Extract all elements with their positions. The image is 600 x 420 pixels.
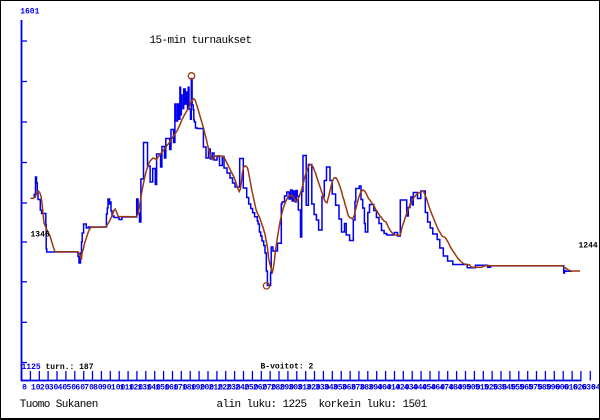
svg-text:590: 590 xyxy=(546,383,561,392)
svg-text:150: 150 xyxy=(155,383,170,392)
svg-text:580: 580 xyxy=(537,383,552,392)
svg-text:460: 460 xyxy=(431,383,446,392)
svg-text:130: 130 xyxy=(138,383,153,392)
svg-text:640: 640 xyxy=(591,383,600,392)
svg-text:600: 600 xyxy=(555,383,570,392)
svg-text:350: 350 xyxy=(333,383,348,392)
svg-text:280: 280 xyxy=(271,383,286,392)
svg-text:100: 100 xyxy=(111,383,126,392)
svg-text:60: 60 xyxy=(75,383,85,392)
svg-text:300: 300 xyxy=(289,383,304,392)
svg-text:10: 10 xyxy=(31,383,41,392)
svg-text:210: 210 xyxy=(209,383,224,392)
svg-text:140: 140 xyxy=(146,383,161,392)
svg-text:310: 310 xyxy=(297,383,312,392)
svg-text:1125: 1125 xyxy=(22,363,41,372)
svg-text:450: 450 xyxy=(422,383,437,392)
svg-text:30: 30 xyxy=(49,383,59,392)
svg-text:410: 410 xyxy=(386,383,401,392)
svg-text:320: 320 xyxy=(306,383,321,392)
svg-text:400: 400 xyxy=(377,383,392,392)
svg-text:0: 0 xyxy=(22,383,27,392)
svg-text:610: 610 xyxy=(564,383,579,392)
svg-text:340: 340 xyxy=(324,383,339,392)
svg-text:alin luku: 1225 korkein luku:: alin luku: 1225 korkein luku: 1501 xyxy=(217,399,428,411)
svg-text:240: 240 xyxy=(235,383,250,392)
svg-text:390: 390 xyxy=(368,383,383,392)
svg-text:230: 230 xyxy=(226,383,241,392)
svg-text:80: 80 xyxy=(93,383,103,392)
svg-text:190: 190 xyxy=(191,383,206,392)
svg-text:180: 180 xyxy=(182,383,197,392)
svg-text:250: 250 xyxy=(244,383,259,392)
svg-text:110: 110 xyxy=(120,383,135,392)
svg-text:520: 520 xyxy=(484,383,499,392)
svg-text:20: 20 xyxy=(40,383,50,392)
svg-text:220: 220 xyxy=(218,383,233,392)
svg-text:260: 260 xyxy=(253,383,268,392)
svg-text:480: 480 xyxy=(448,383,463,392)
svg-text:70: 70 xyxy=(84,383,94,392)
svg-text:90: 90 xyxy=(102,383,112,392)
svg-text:470: 470 xyxy=(440,383,455,392)
svg-text:510: 510 xyxy=(475,383,490,392)
svg-text:270: 270 xyxy=(262,383,277,392)
svg-text:560: 560 xyxy=(519,383,534,392)
svg-text:570: 570 xyxy=(528,383,543,392)
svg-text:490: 490 xyxy=(457,383,472,392)
svg-text:540: 540 xyxy=(502,383,517,392)
svg-text:370: 370 xyxy=(351,383,366,392)
svg-text:120: 120 xyxy=(129,383,144,392)
svg-text:550: 550 xyxy=(511,383,526,392)
svg-text:620: 620 xyxy=(573,383,588,392)
svg-text:420: 420 xyxy=(395,383,410,392)
svg-text:380: 380 xyxy=(360,383,375,392)
svg-text:Tuomo Sukanen: Tuomo Sukanen xyxy=(20,399,98,411)
svg-text:290: 290 xyxy=(280,383,295,392)
svg-text:40: 40 xyxy=(58,383,68,392)
svg-text:500: 500 xyxy=(466,383,481,392)
svg-text:440: 440 xyxy=(413,383,428,392)
svg-text:170: 170 xyxy=(173,383,188,392)
svg-text:330: 330 xyxy=(315,383,330,392)
svg-text:360: 360 xyxy=(342,383,357,392)
svg-text:turn.: 187: turn.: 187 xyxy=(46,363,94,372)
svg-text:1244: 1244 xyxy=(579,242,598,251)
svg-text:530: 530 xyxy=(493,383,508,392)
svg-text:430: 430 xyxy=(404,383,419,392)
svg-text:200: 200 xyxy=(200,383,215,392)
svg-text:1601: 1601 xyxy=(20,7,39,16)
svg-text:B-voitot: 2: B-voitot: 2 xyxy=(261,362,314,371)
svg-text:1346: 1346 xyxy=(31,230,50,239)
svg-text:15-min turnaukset: 15-min turnaukset xyxy=(150,35,252,47)
svg-text:630: 630 xyxy=(582,383,597,392)
svg-text:160: 160 xyxy=(164,383,179,392)
svg-text:50: 50 xyxy=(67,383,77,392)
